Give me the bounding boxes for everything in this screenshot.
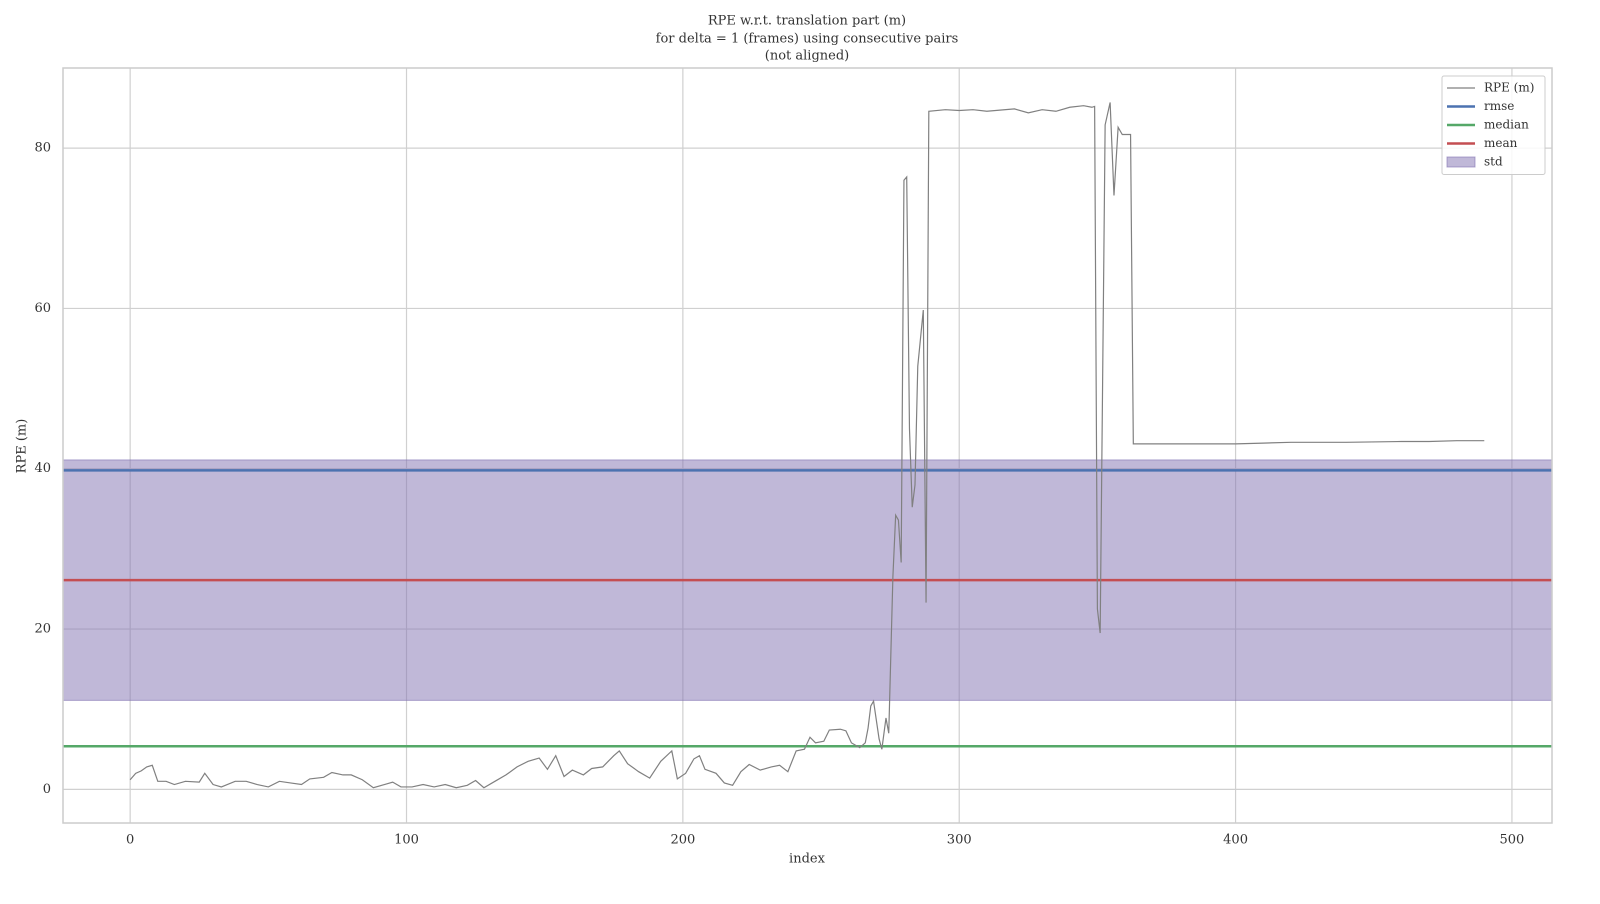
chart-subtitle: (not aligned): [765, 49, 849, 64]
legend: RPE (m) rmse median mean std: [1441, 75, 1546, 175]
data-line: [129, 102, 1485, 789]
legend-label: mean: [1484, 136, 1518, 150]
legend-label: median: [1484, 118, 1529, 132]
y-tick-label: 0: [43, 782, 51, 797]
y-axis-label: RPE (m): [15, 419, 30, 474]
legend-label: RPE (m): [1484, 81, 1534, 95]
y-tick-label: 60: [34, 301, 51, 316]
x-tick-label: 0: [126, 833, 134, 848]
x-tick-label: 400: [1223, 833, 1248, 848]
x-tick-label: 100: [394, 833, 419, 848]
x-axis-label: index: [789, 852, 826, 867]
legend-swatch: [1446, 156, 1476, 168]
chart-title: RPE w.r.t. translation part (m): [708, 14, 906, 29]
x-tick-label: 500: [1500, 833, 1525, 848]
chart-subtitle: for delta = 1 (frames) using consecutive…: [656, 32, 959, 47]
y-tick-label: 40: [34, 461, 51, 476]
y-tick-label: 20: [34, 622, 51, 637]
legend-box: [1441, 75, 1546, 175]
plot-frame: [62, 67, 1553, 824]
legend-label: rmse: [1484, 99, 1514, 113]
x-tick-label: 200: [670, 833, 695, 848]
legend-label: std: [1484, 155, 1503, 169]
y-tick-label: 80: [34, 141, 51, 156]
x-tick-label: 300: [947, 833, 972, 848]
